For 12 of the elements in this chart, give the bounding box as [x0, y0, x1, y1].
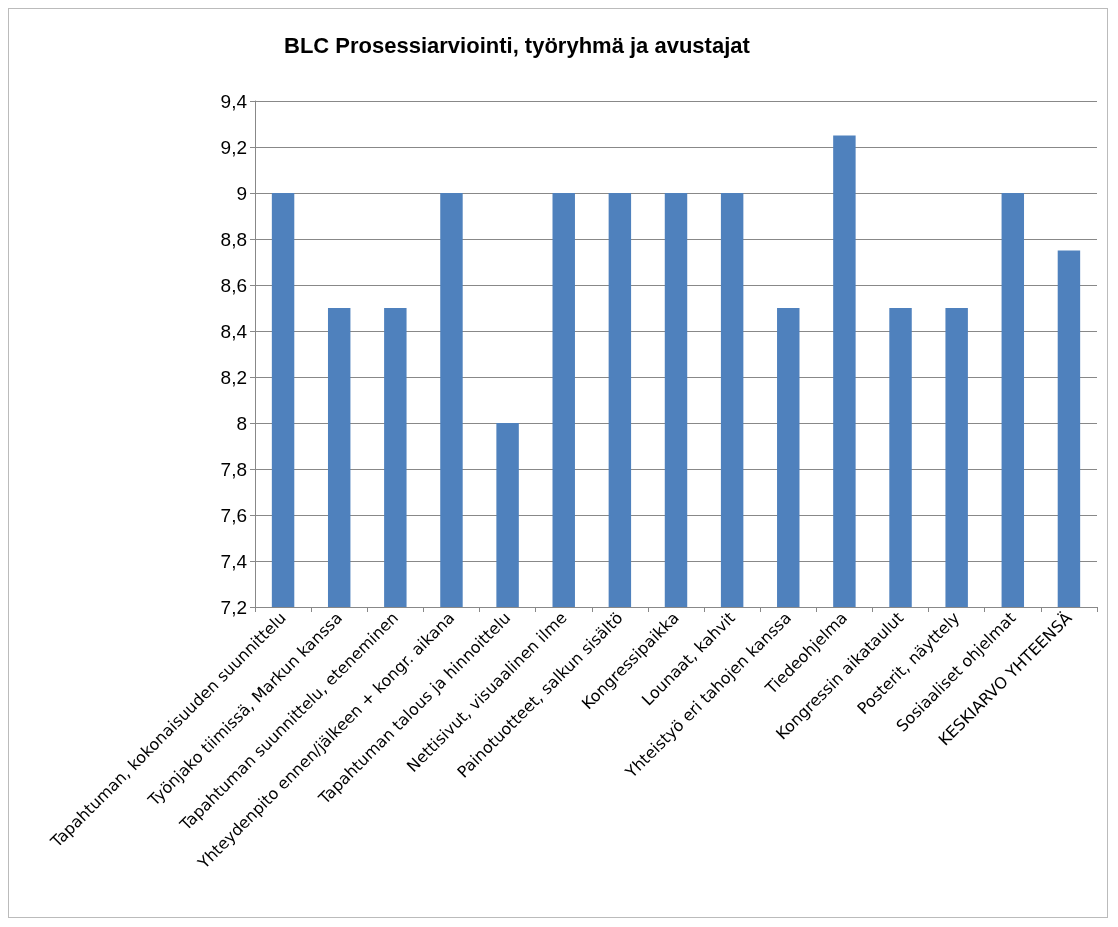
y-tick-label: 7,6 [220, 504, 247, 526]
y-tick-label: 8,6 [220, 274, 247, 296]
chart-title: BLC Prosessiarviointi, työryhmä ja avustajat [284, 32, 751, 58]
y-tick-label: 8,8 [220, 228, 247, 250]
y-tick-label: 7,4 [220, 550, 248, 572]
y-tick-label: 7,8 [220, 458, 247, 480]
y-tick-label: 8,2 [220, 366, 247, 388]
y-tick-label: 9,4 [220, 90, 248, 112]
y-tick-label: 8,4 [220, 320, 248, 342]
y-tick-label: 8 [236, 412, 247, 434]
y-tick-label: 9 [236, 182, 247, 204]
y-tick-label: 9,2 [220, 136, 247, 158]
